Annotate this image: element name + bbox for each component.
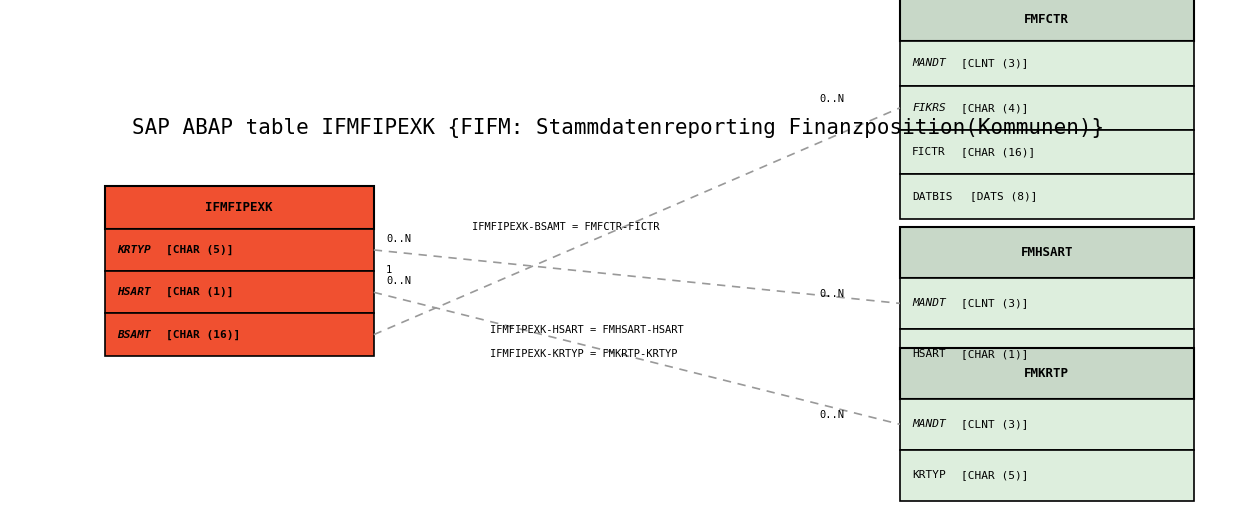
FancyBboxPatch shape xyxy=(899,329,1194,380)
Text: 1
0..N: 1 0..N xyxy=(386,265,411,286)
Text: FMFCTR: FMFCTR xyxy=(1024,13,1069,25)
Text: [CHAR (5)]: [CHAR (5)] xyxy=(166,245,234,255)
FancyBboxPatch shape xyxy=(105,229,374,271)
FancyBboxPatch shape xyxy=(899,399,1194,450)
Text: FMKRTP: FMKRTP xyxy=(1024,367,1069,380)
Text: FMHSART: FMHSART xyxy=(1021,246,1072,259)
Text: IFMFIPEXK: IFMFIPEXK xyxy=(205,201,273,214)
FancyBboxPatch shape xyxy=(899,130,1194,175)
FancyBboxPatch shape xyxy=(899,278,1194,329)
Text: [CHAR (1)]: [CHAR (1)] xyxy=(961,350,1029,359)
FancyBboxPatch shape xyxy=(899,41,1194,86)
Text: 0..N: 0..N xyxy=(820,94,845,104)
Text: 0..N: 0..N xyxy=(386,234,411,244)
Text: DATBIS: DATBIS xyxy=(912,191,952,202)
Text: 0..N: 0..N xyxy=(820,410,845,420)
FancyBboxPatch shape xyxy=(899,0,1194,41)
Text: MANDT: MANDT xyxy=(912,419,946,429)
Text: [CHAR (16)]: [CHAR (16)] xyxy=(166,329,240,340)
Text: IFMFIPEXK-BSAMT = FMFCTR-FICTR: IFMFIPEXK-BSAMT = FMFCTR-FICTR xyxy=(471,222,659,232)
Text: [CLNT (3)]: [CLNT (3)] xyxy=(961,419,1029,429)
FancyBboxPatch shape xyxy=(105,186,374,229)
FancyBboxPatch shape xyxy=(899,175,1194,219)
Text: 0..N: 0..N xyxy=(820,289,845,299)
FancyBboxPatch shape xyxy=(899,86,1194,130)
FancyBboxPatch shape xyxy=(899,348,1194,399)
Text: [CHAR (5)]: [CHAR (5)] xyxy=(961,470,1029,480)
FancyBboxPatch shape xyxy=(105,271,374,314)
Text: HSART: HSART xyxy=(912,350,946,359)
Text: MANDT: MANDT xyxy=(912,298,946,308)
Text: HSART: HSART xyxy=(116,287,151,297)
Text: [DATS (8)]: [DATS (8)] xyxy=(970,191,1037,202)
Text: IFMFIPEXK-HSART = FMHSART-HSART: IFMFIPEXK-HSART = FMHSART-HSART xyxy=(490,325,684,334)
Text: BSAMT: BSAMT xyxy=(116,330,151,340)
Text: KRTYP: KRTYP xyxy=(912,470,946,480)
Text: SAP ABAP table IFMFIPEXK {FIFM: Stammdatenreporting Finanzposition(Kommunen)}: SAP ABAP table IFMFIPEXK {FIFM: Stammdat… xyxy=(132,118,1105,138)
Text: FICTR: FICTR xyxy=(912,147,946,157)
Text: KRTYP: KRTYP xyxy=(116,245,151,255)
Text: [CLNT (3)]: [CLNT (3)] xyxy=(961,59,1029,69)
FancyBboxPatch shape xyxy=(899,450,1194,501)
Text: [CHAR (4)]: [CHAR (4)] xyxy=(961,103,1029,113)
FancyBboxPatch shape xyxy=(105,314,374,356)
Text: FIKRS: FIKRS xyxy=(912,103,946,113)
Text: [CHAR (1)]: [CHAR (1)] xyxy=(166,287,234,297)
Text: [CHAR (16)]: [CHAR (16)] xyxy=(961,147,1035,157)
FancyBboxPatch shape xyxy=(899,227,1194,278)
Text: MANDT: MANDT xyxy=(912,59,946,69)
Text: IFMFIPEXK-KRTYP = FMKRTP-KRTYP: IFMFIPEXK-KRTYP = FMKRTP-KRTYP xyxy=(490,349,678,359)
Text: [CLNT (3)]: [CLNT (3)] xyxy=(961,298,1029,308)
